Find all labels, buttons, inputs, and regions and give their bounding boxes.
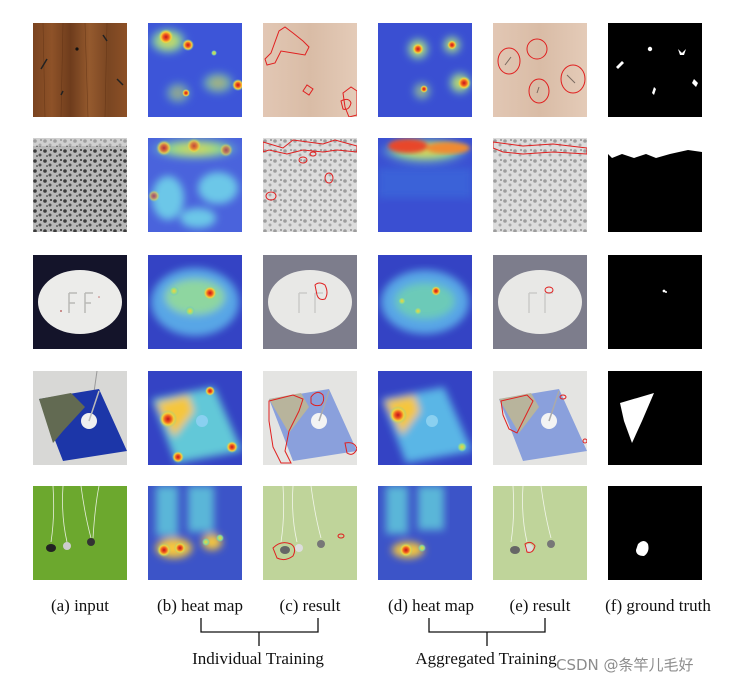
column-label-heatmap-individual: (b) heat map (157, 596, 243, 615)
group-label-individual: Individual Training (192, 649, 324, 668)
row1-result-individual (263, 23, 357, 117)
row2-heatmap-individual (148, 138, 242, 232)
row4-result-aggregated (493, 371, 587, 465)
row2-input-image (33, 138, 127, 232)
row3-result-aggregated (493, 255, 587, 349)
column-label-heatmap-aggregated: (d) heat map (388, 596, 474, 615)
row2-ground-truth (608, 138, 702, 232)
row3-input-image (33, 255, 127, 349)
row3-ground-truth (608, 255, 702, 349)
row5-result-individual (263, 486, 357, 580)
row3-heatmap-individual (148, 255, 242, 349)
row3-heatmap-aggregated (378, 255, 472, 349)
row2-result-aggregated (493, 138, 587, 232)
row5-heatmap-individual (148, 486, 242, 580)
row1-heatmap-aggregated (378, 23, 472, 117)
row5-result-aggregated (493, 486, 587, 580)
row2-heatmap-aggregated (378, 138, 472, 232)
row5-heatmap-aggregated (378, 486, 472, 580)
column-label-result-individual: (c) result (279, 596, 341, 615)
row4-input-image (33, 371, 127, 465)
row3-result-individual (263, 255, 357, 349)
column-label-input: (a) input (50, 596, 110, 615)
row1-input-image (33, 23, 127, 117)
row4-heatmap-individual (148, 371, 242, 465)
row1-ground-truth (608, 23, 702, 117)
group-label-aggregated: Aggregated Training (415, 649, 557, 668)
row5-input-image (33, 486, 127, 580)
row1-heatmap-individual (148, 23, 242, 117)
row4-heatmap-aggregated (378, 371, 472, 465)
row4-ground-truth (608, 371, 702, 465)
row5-ground-truth (608, 486, 702, 580)
row2-result-individual (263, 138, 357, 232)
column-label-ground-truth: (f) ground truth (605, 596, 711, 615)
row4-result-individual (263, 371, 357, 465)
watermark: CSDN @条竿儿毛好 (556, 656, 694, 674)
column-label-result-aggregated: (e) result (509, 596, 571, 615)
row1-result-aggregated (493, 23, 587, 117)
